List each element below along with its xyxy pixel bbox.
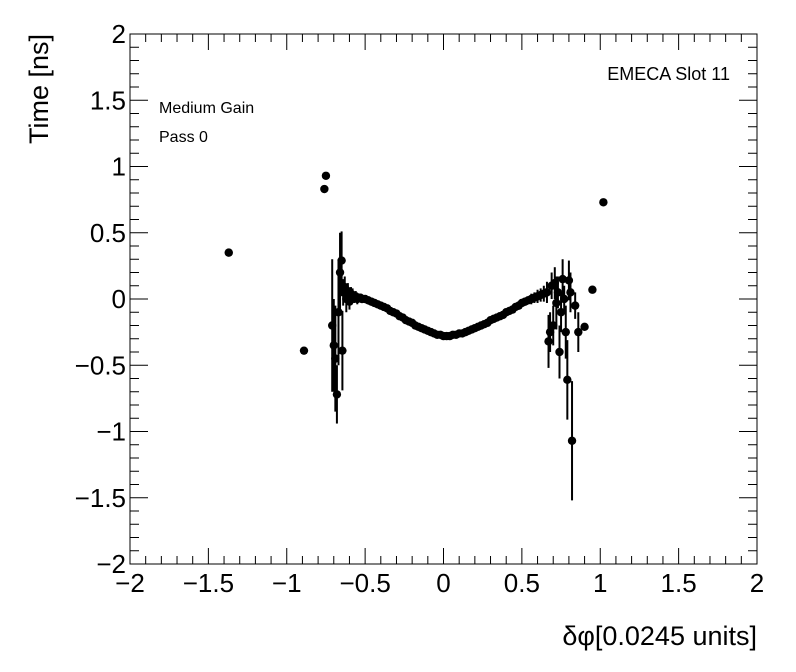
- y-tick-label: 1.5: [90, 85, 126, 115]
- data-point: [563, 375, 572, 385]
- y-tick-label: 1: [112, 152, 126, 182]
- gain-annotation: Medium Gain: [159, 100, 254, 117]
- data-point: [556, 308, 566, 317]
- data-point: [561, 327, 570, 337]
- x-tick-label: 0.5: [504, 568, 540, 598]
- x-tick-label: −2: [115, 568, 145, 598]
- data-point: [549, 321, 558, 330]
- data-point: [337, 256, 346, 265]
- data-point: [559, 294, 569, 304]
- y-tick-label: −1.5: [75, 483, 126, 513]
- data-point: [224, 248, 233, 257]
- y-tick-label: 0.5: [90, 218, 126, 248]
- data-point: [599, 198, 608, 207]
- y-tick-label: −2: [96, 549, 126, 579]
- y-tick-label: 0: [112, 284, 126, 314]
- data-point: [567, 436, 577, 445]
- axes: −2 −1.5 −1 −0.5 0 0.5 1 1.5 2 −2 −1.5 −1 −0.5 0 0.5 1 1.…: [75, 19, 765, 598]
- data-points: [224, 171, 608, 501]
- x-tick-label: −0.5: [339, 568, 390, 598]
- pass-annotation: Pass 0: [159, 129, 208, 146]
- data-point: [588, 285, 597, 294]
- data-point: [574, 327, 583, 337]
- data-point: [580, 322, 589, 332]
- data-point: [320, 184, 329, 194]
- data-point: [558, 274, 567, 284]
- x-tick-label: 2: [750, 568, 764, 598]
- y-tick-label: 2: [112, 19, 126, 49]
- x-tick-label: −1: [272, 568, 302, 598]
- x-tick-label: 1: [593, 568, 607, 598]
- y-axis-label: Time [ns]: [24, 34, 54, 144]
- x-tick-label: 1.5: [661, 568, 697, 598]
- data-point: [544, 337, 553, 346]
- data-point: [335, 268, 345, 277]
- data-point: [545, 327, 555, 337]
- data-point: [570, 301, 580, 310]
- slot-annotation: EMECA Slot 11: [607, 64, 730, 84]
- x-tick-label: −1.5: [183, 568, 234, 598]
- data-point: [542, 288, 552, 297]
- data-point: [332, 390, 342, 399]
- data-point: [564, 276, 574, 285]
- data-point: [553, 288, 563, 297]
- x-axis-label: δφ[0.0245 units]: [562, 621, 757, 651]
- x-tick-label: 0: [436, 568, 450, 598]
- data-point: [329, 341, 338, 350]
- data-point: [299, 346, 309, 355]
- y-tick-label: −0.5: [75, 350, 126, 380]
- data-point: [331, 354, 340, 363]
- y-tick-label: −1: [96, 417, 126, 447]
- data-point: [321, 171, 331, 180]
- data-point: [566, 288, 575, 297]
- data-point: [338, 346, 347, 355]
- data-point: [555, 347, 564, 357]
- data-point: [552, 298, 561, 308]
